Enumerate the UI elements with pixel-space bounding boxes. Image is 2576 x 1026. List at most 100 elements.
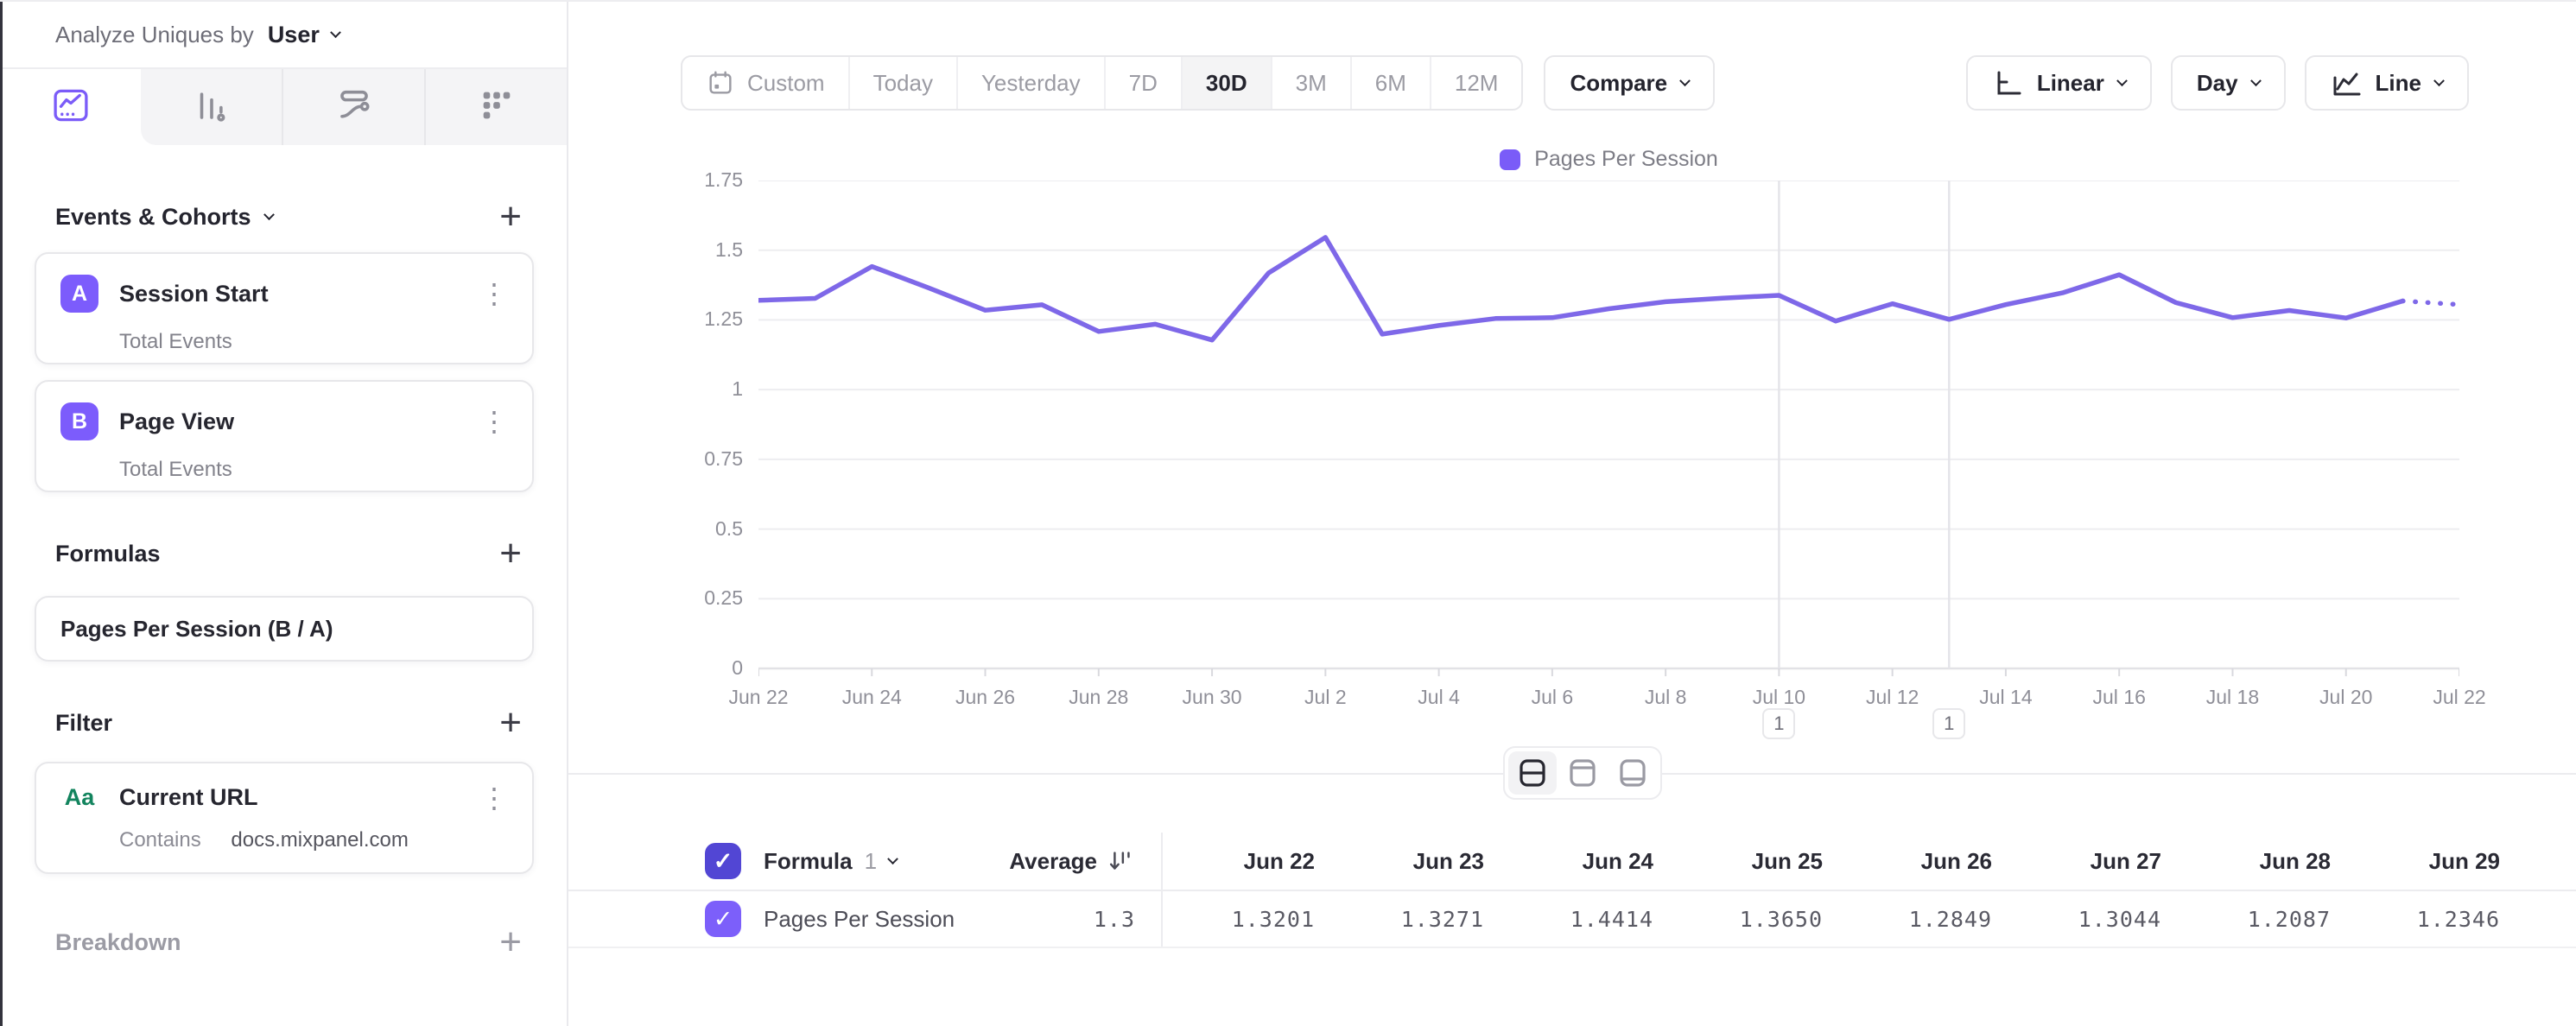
line-chart-icon bbox=[2331, 67, 2362, 98]
row-values: 1.3201 1.3271 1.4414 1.3650 1.2849 1.304… bbox=[1161, 891, 2576, 947]
chevron-down-icon bbox=[2116, 74, 2128, 86]
select-all-checkbox[interactable]: ✓ bbox=[705, 843, 741, 879]
filter-operator[interactable]: Contains bbox=[119, 828, 201, 852]
x-tick-label: Jul 10 bbox=[1752, 686, 1806, 708]
y-tick-label: 0 bbox=[732, 656, 743, 679]
tab-insights[interactable] bbox=[0, 69, 141, 145]
tab-flows[interactable] bbox=[282, 69, 424, 145]
range-today[interactable]: Today bbox=[847, 57, 956, 109]
breakdown-section-header: Breakdown + bbox=[55, 922, 522, 962]
formula-card[interactable]: Pages Per Session (B / A) bbox=[35, 596, 534, 662]
y-tick-label: 0.75 bbox=[704, 446, 743, 470]
range-7d[interactable]: 7D bbox=[1103, 57, 1181, 109]
x-tick-label: Jul 18 bbox=[2205, 686, 2260, 708]
layout-table-view-button[interactable] bbox=[1608, 751, 1657, 795]
report-main-panel: Custom Today Yesterday 7D 30D 3M 6M 12M … bbox=[568, 2, 2576, 1026]
add-formula-button[interactable]: + bbox=[499, 532, 522, 574]
x-tick-label: Jul 20 bbox=[2319, 686, 2373, 708]
chart-type-button[interactable]: Line bbox=[2304, 55, 2469, 111]
add-event-button[interactable]: + bbox=[499, 195, 522, 238]
layout-split-view-button[interactable] bbox=[1508, 751, 1557, 795]
x-tick-label: Jun 28 bbox=[1069, 686, 1129, 708]
filter-value[interactable]: docs.mixpanel.com bbox=[231, 828, 409, 852]
x-tick-label: Jul 8 bbox=[1644, 686, 1687, 708]
table-view-icon bbox=[1615, 756, 1650, 790]
events-section-header: Events & Cohorts + bbox=[55, 197, 522, 237]
column-header: Jun 24 bbox=[1582, 847, 1653, 874]
series-line[interactable] bbox=[758, 235, 2406, 343]
range-3m[interactable]: 3M bbox=[1270, 57, 1350, 109]
row-checkbox[interactable]: ✓ bbox=[705, 901, 741, 937]
annotation-badge[interactable]: 1 bbox=[1762, 708, 1796, 739]
date-range-segmented-control: Custom Today Yesterday 7D 30D 3M 6M 12M bbox=[681, 55, 1524, 111]
tab-funnels[interactable] bbox=[141, 69, 282, 145]
chevron-down-icon bbox=[329, 26, 341, 38]
event-badge-a: A bbox=[60, 275, 98, 313]
x-tick-label: Jun 26 bbox=[955, 686, 1016, 708]
group-selector[interactable]: Formula 1 bbox=[764, 848, 980, 875]
layout-chart-view-button[interactable] bbox=[1558, 751, 1607, 795]
compare-button[interactable]: Compare bbox=[1544, 55, 1716, 111]
line-chart[interactable] bbox=[758, 180, 2459, 680]
analyze-by-label: Analyze Uniques by bbox=[55, 21, 254, 48]
add-breakdown-button[interactable]: + bbox=[499, 921, 522, 963]
column-header: Jun 26 bbox=[1920, 847, 1992, 874]
interval-button[interactable]: Day bbox=[2170, 55, 2286, 111]
range-6m[interactable]: 6M bbox=[1349, 57, 1430, 109]
chart-legend[interactable]: Pages Per Session bbox=[758, 147, 2459, 172]
chart-gridlines bbox=[758, 180, 2459, 676]
column-header: Jun 28 bbox=[2259, 847, 2331, 874]
filter-card-current-url[interactable]: Aa Current URL ⋮ Contains docs.mixpanel.… bbox=[35, 762, 534, 874]
flows-icon bbox=[334, 86, 374, 130]
kebab-menu-icon[interactable]: ⋮ bbox=[480, 782, 508, 814]
row-average-value: 1.3 bbox=[1093, 906, 1135, 932]
results-table: ✓ Formula 1 Average Jun 22 bbox=[568, 833, 2576, 948]
legend-swatch bbox=[1500, 149, 1521, 170]
chevron-down-icon bbox=[1679, 74, 1691, 86]
kebab-menu-icon[interactable]: ⋮ bbox=[480, 278, 508, 309]
tab-retention[interactable] bbox=[424, 69, 567, 145]
chart-view-icon bbox=[1565, 756, 1600, 790]
kebab-menu-icon[interactable]: ⋮ bbox=[480, 406, 508, 437]
analyze-by-value: User bbox=[267, 21, 320, 48]
event-card-session-start[interactable]: A Session Start ⋮ Total Events bbox=[35, 252, 534, 364]
annotation-badge[interactable]: 1 bbox=[1932, 708, 1966, 739]
filter-property-name: Current URL bbox=[119, 784, 258, 810]
event-name: Session Start bbox=[119, 280, 269, 307]
range-30d[interactable]: 30D bbox=[1180, 57, 1271, 109]
range-yesterday[interactable]: Yesterday bbox=[955, 57, 1104, 109]
average-column-header[interactable]: Average bbox=[980, 846, 1135, 876]
x-tick-label: Jul 22 bbox=[2433, 686, 2486, 708]
y-tick-label: 0.25 bbox=[704, 586, 743, 610]
y-tick-label: 1 bbox=[732, 377, 743, 401]
x-tick-label: Jul 4 bbox=[1418, 686, 1460, 708]
row-series-name: Pages Per Session bbox=[764, 905, 955, 932]
events-section-title[interactable]: Events & Cohorts bbox=[55, 204, 275, 231]
cell-value: 1.4414 bbox=[1570, 906, 1653, 932]
x-tick-label: Jul 6 bbox=[1531, 686, 1574, 708]
analyze-by-selector[interactable]: User bbox=[267, 21, 341, 48]
range-12m[interactable]: 12M bbox=[1429, 57, 1522, 109]
event-measure[interactable]: Total Events bbox=[119, 330, 232, 353]
range-custom[interactable]: Custom bbox=[682, 57, 848, 109]
x-tick-label: Jul 14 bbox=[1979, 686, 2033, 708]
add-filter-button[interactable]: + bbox=[499, 701, 522, 744]
event-measure[interactable]: Total Events bbox=[119, 458, 232, 481]
string-property-icon: Aa bbox=[64, 784, 95, 810]
sort-descending-icon[interactable] bbox=[1106, 846, 1135, 876]
x-tick-label: Jun 24 bbox=[841, 686, 902, 708]
event-card-page-view[interactable]: B Page View ⋮ Total Events bbox=[35, 380, 534, 492]
y-tick-label: 1.5 bbox=[715, 238, 743, 261]
column-header: Jun 29 bbox=[2428, 847, 2500, 874]
chevron-down-icon bbox=[887, 852, 898, 864]
bar-chart-icon bbox=[192, 86, 232, 130]
x-tick-label: Jun 30 bbox=[1182, 686, 1242, 708]
chart-annotation-lines bbox=[1778, 180, 1951, 668]
filter-section-header: Filter + bbox=[55, 703, 522, 743]
query-builder-sidebar: Analyze Uniques by User bbox=[0, 2, 568, 1026]
series-line-incomplete[interactable] bbox=[2400, 298, 2459, 307]
cell-value: 1.3271 bbox=[1400, 906, 1484, 932]
y-scale-button[interactable]: Linear bbox=[1965, 55, 2152, 111]
table-row[interactable]: ✓ Pages Per Session 1.3 1.3201 1.3271 1.… bbox=[568, 891, 2576, 948]
y-tick-label: 1.75 bbox=[704, 168, 743, 191]
